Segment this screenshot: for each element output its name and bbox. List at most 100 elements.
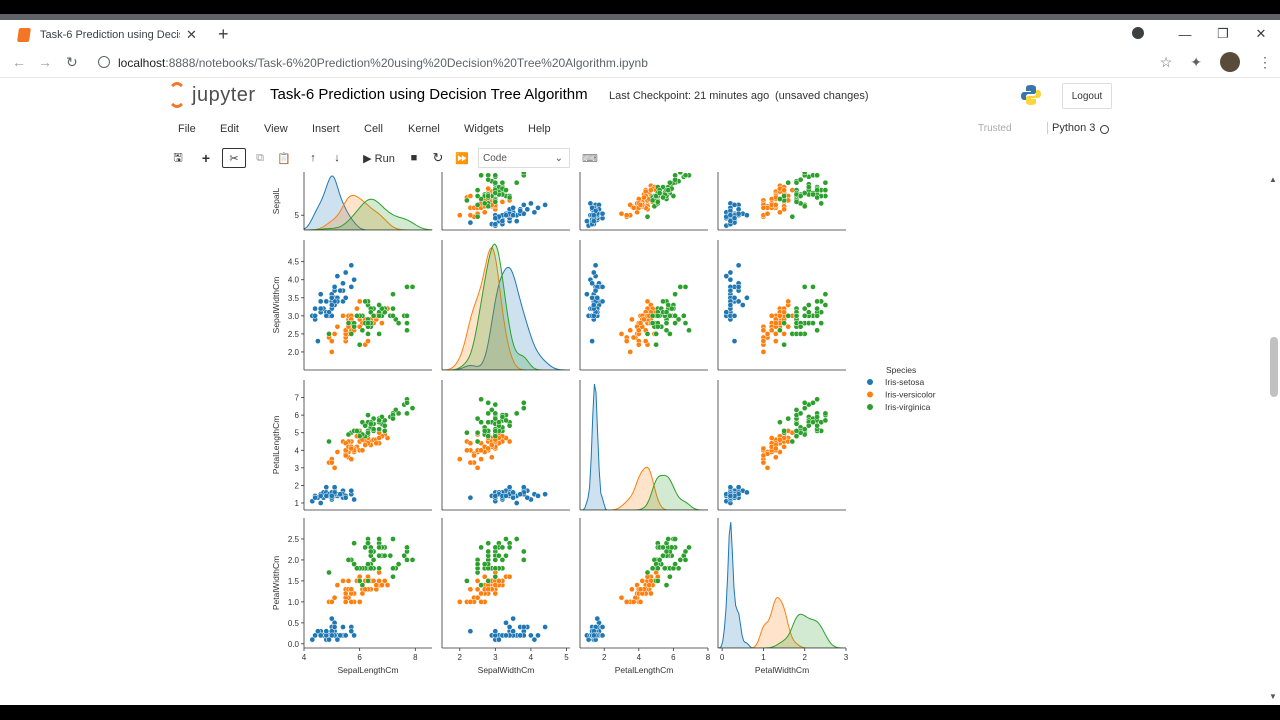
menu-help[interactable]: Help: [528, 123, 551, 135]
new-tab-button[interactable]: +: [218, 24, 229, 44]
avatar[interactable]: [1220, 52, 1240, 72]
point-Iris-virginica: [649, 320, 656, 326]
point-Iris-virginica: [785, 415, 792, 422]
paste-icon[interactable]: 📋: [277, 152, 291, 165]
menu-view[interactable]: View: [264, 123, 288, 135]
point-Iris-virginica: [370, 426, 377, 433]
point-Iris-versicolor: [781, 309, 787, 316]
kernel-name[interactable]: Python 3: [1047, 122, 1095, 134]
browser-tab[interactable]: Task-6 Prediction using Decision ✕: [8, 22, 206, 48]
point-Iris-virginica: [665, 536, 672, 542]
window-close-icon[interactable]: ✕: [1255, 26, 1267, 41]
point-Iris-versicolor: [379, 320, 385, 326]
x-axis-label-SepalLengthCm: SepalLengthCm: [338, 665, 399, 675]
kde-Iris-versicolor-PetalLengthCm: [580, 466, 708, 510]
jupyter-logo[interactable]: jupyter: [168, 82, 256, 108]
point-Iris-setosa: [735, 262, 742, 269]
browser-menu-icon[interactable]: ⋮: [1258, 53, 1272, 70]
minimize-icon[interactable]: —: [1178, 26, 1192, 42]
move-up-icon[interactable]: ↑: [310, 152, 316, 164]
y-tick-label: 2.0: [288, 556, 300, 565]
point-Iris-setosa: [513, 218, 520, 224]
bookmark-star-icon[interactable]: ☆: [1159, 53, 1173, 70]
point-Iris-setosa: [528, 632, 534, 639]
cell-type-select[interactable]: Code ⌄: [478, 148, 570, 168]
back-icon[interactable]: ←: [12, 54, 26, 70]
point-Iris-virginica: [356, 341, 363, 348]
tab-close-icon[interactable]: ✕: [186, 27, 197, 42]
point-Iris-versicolor: [768, 435, 775, 441]
menu-kernel[interactable]: Kernel: [408, 123, 440, 135]
point-Iris-virginica: [409, 405, 416, 411]
point-Iris-virginica: [365, 331, 371, 337]
menu-file[interactable]: File: [178, 123, 196, 135]
point-Iris-virginica: [801, 305, 808, 312]
page-scrollbar[interactable]: ▲ ▼: [1266, 172, 1280, 705]
point-Iris-virginica: [395, 410, 402, 417]
point-Iris-virginica: [654, 323, 661, 330]
save-icon[interactable]: 🖫: [173, 151, 183, 164]
menu-widgets[interactable]: Widgets: [464, 123, 504, 135]
kde-Iris-setosa-PetalWidthCm: [718, 521, 846, 648]
cut-icon[interactable]: ✂: [222, 148, 246, 168]
point-Iris-virginica: [818, 320, 825, 326]
menu-insert[interactable]: Insert: [312, 123, 340, 135]
point-Iris-virginica: [485, 540, 492, 547]
menu-cell[interactable]: Cell: [364, 123, 383, 135]
point-Iris-virginica: [686, 327, 692, 334]
notebook-title[interactable]: Task-6 Prediction using Decision Tree Al…: [270, 86, 588, 103]
trusted-indicator[interactable]: Trusted: [978, 123, 1012, 134]
site-info-icon[interactable]: [98, 56, 110, 68]
point-Iris-virginica: [404, 284, 410, 290]
kde-Iris-setosa-SepalWidthCm: [442, 266, 570, 370]
point-Iris-virginica: [672, 536, 678, 542]
stop-icon[interactable]: ■: [410, 152, 418, 164]
point-Iris-setosa: [503, 619, 509, 626]
point-Iris-virginica: [492, 428, 499, 434]
logout-button[interactable]: Logout: [1062, 83, 1112, 109]
point-Iris-virginica: [513, 536, 520, 542]
point-Iris-virginica: [654, 312, 661, 319]
point-Iris-virginica: [381, 552, 388, 559]
keyboard-icon[interactable]: ⌨: [582, 152, 598, 165]
scroll-down-icon[interactable]: ▼: [1269, 692, 1277, 701]
point-Iris-versicolor: [456, 456, 463, 462]
point-Iris-virginica: [387, 552, 394, 559]
point-Iris-virginica: [401, 552, 408, 559]
point-Iris-versicolor: [637, 599, 644, 605]
point-Iris-versicolor: [474, 594, 481, 601]
point-Iris-versicolor: [485, 185, 492, 192]
url-field[interactable]: localhost:8888/notebooks/Task-6%20Predic…: [118, 56, 648, 70]
point-Iris-versicolor: [456, 599, 463, 605]
point-Iris-virginica: [499, 414, 506, 420]
point-Iris-setosa: [510, 494, 516, 501]
scroll-thumb[interactable]: [1270, 337, 1278, 397]
point-Iris-virginica: [793, 428, 800, 434]
profile-icon[interactable]: [1128, 26, 1166, 42]
extensions-icon[interactable]: ✦: [1190, 53, 1202, 70]
point-Iris-virginica: [801, 399, 808, 406]
restore-icon[interactable]: ❐: [1217, 26, 1229, 41]
point-Iris-virginica: [810, 191, 816, 198]
point-Iris-virginica: [485, 578, 492, 584]
restart-icon[interactable]: ↻: [432, 150, 444, 165]
copy-icon[interactable]: ⧉: [256, 151, 264, 164]
run-button[interactable]: ▶ Run: [363, 152, 395, 165]
point-Iris-setosa: [510, 489, 516, 496]
forward-icon[interactable]: →: [38, 54, 52, 70]
point-Iris-versicolor: [334, 323, 341, 330]
menu-edit[interactable]: Edit: [220, 123, 239, 135]
reload-icon[interactable]: ↻: [66, 54, 78, 70]
point-Iris-setosa: [535, 632, 541, 639]
point-Iris-versicolor: [492, 590, 499, 597]
point-Iris-versicolor: [639, 578, 646, 584]
add-cell-button[interactable]: +: [201, 150, 211, 166]
point-Iris-virginica: [814, 396, 820, 403]
point-Iris-virginica: [649, 197, 656, 204]
point-Iris-versicolor: [618, 594, 625, 601]
move-down-icon[interactable]: ↓: [334, 152, 340, 164]
scroll-up-icon[interactable]: ▲: [1269, 175, 1277, 184]
y-tick-label: 5: [295, 211, 300, 220]
restart-run-all-icon[interactable]: ⏩: [455, 152, 469, 165]
point-Iris-setosa: [599, 298, 606, 305]
